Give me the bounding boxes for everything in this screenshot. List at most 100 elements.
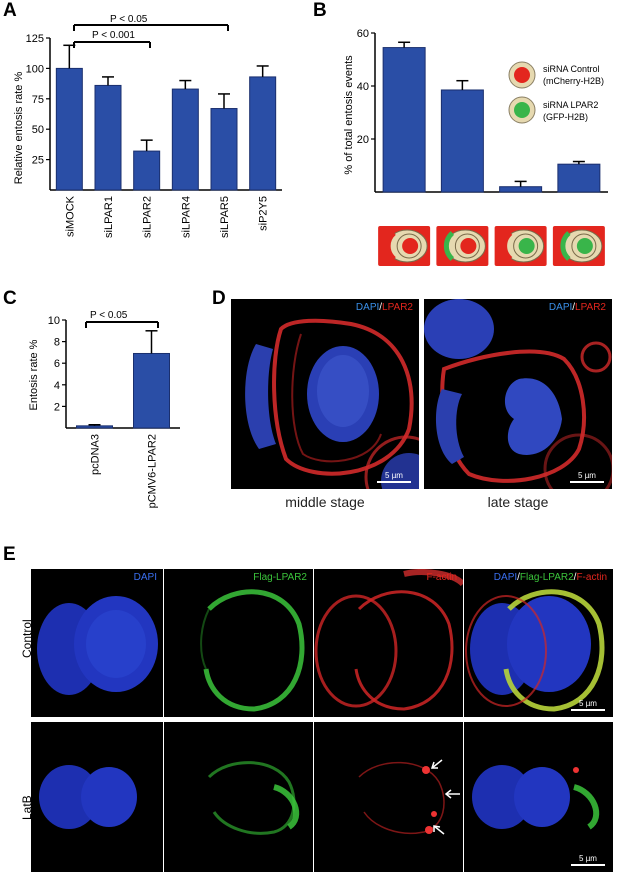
- bar: [171, 88, 199, 191]
- sig-label: P < 0.05: [90, 310, 128, 321]
- micrograph-latb-dapi: [31, 722, 163, 872]
- micrograph-control-flag: Flag-LPAR2: [164, 569, 313, 717]
- cell-icon-inner-nucleus: [518, 238, 535, 254]
- caption-late-stage: late stage: [487, 494, 549, 510]
- micrograph-latb-flag: [164, 722, 313, 872]
- bar: [499, 186, 543, 193]
- cell-drawing: [39, 765, 137, 829]
- micrograph-latb-merge: 5 µm: [464, 722, 613, 872]
- panel-label-e: E: [3, 544, 16, 565]
- y-tick-label: 6: [54, 358, 60, 370]
- x-tick-label: siLPAR2: [142, 196, 154, 238]
- panel-label-d: D: [212, 288, 226, 309]
- scale-bar: 5 µm: [571, 854, 605, 866]
- y-axis-label: Entosis rate %: [28, 339, 40, 410]
- chart-c: P < 0.05 Entosis rate % 2 4 6 8 10 pcDNA3 pCMV…: [28, 310, 180, 508]
- y-tick-label: 8: [54, 337, 60, 349]
- arrow-icon: [433, 825, 445, 835]
- x-tick-label: siMOCK: [64, 195, 76, 237]
- scale-bar-line: [571, 864, 605, 866]
- separator-label: /: [379, 302, 383, 313]
- merge-sep-2: /: [573, 572, 577, 583]
- sig-label-1: P < 0.05: [110, 14, 148, 25]
- cell-icon-inner-nucleus: [576, 238, 593, 254]
- x-tick-label: pcDNA3: [90, 434, 102, 475]
- y-axis-label: Relative entosis rate %: [13, 72, 25, 185]
- channel-label: DAPI/LPAR2: [356, 302, 413, 313]
- sig-label-2: P < 0.001: [92, 30, 135, 41]
- bar: [55, 67, 83, 191]
- cell-icon-inner-nucleus: [402, 238, 419, 254]
- merge-factin-label: F-actin: [576, 572, 607, 583]
- cell-drawing: [37, 596, 158, 695]
- scale-bar-line: [377, 481, 411, 483]
- scale-bar: 5 µm: [571, 699, 605, 711]
- scale-bar-line: [571, 709, 605, 711]
- arrow-icon: [444, 789, 460, 799]
- cell-drawing: [358, 759, 460, 835]
- chart-a: P < 0.05 P < 0.001 Relative entosis rate…: [13, 14, 282, 238]
- y-tick-label: 125: [26, 33, 44, 45]
- category-cell-icons: [378, 226, 605, 266]
- bar: [133, 352, 170, 429]
- y-tick-label: 2: [54, 401, 60, 413]
- x-tick-label: siLPAR1: [103, 196, 115, 238]
- legend-control: siRNA Control (mCherry-H2B): [508, 61, 604, 89]
- channel-label: DAPI/LPAR2: [549, 302, 606, 313]
- cell-drawing: [207, 761, 300, 835]
- y-tick-label: 25: [32, 155, 44, 167]
- merge-sep-1: /: [517, 572, 520, 583]
- scale-bar: 5 µm: [570, 471, 604, 483]
- bar: [133, 150, 161, 191]
- legend-lpar2: siRNA LPAR2 (GFP-H2B): [508, 96, 598, 124]
- bar: [382, 47, 426, 193]
- dapi-label: DAPI: [355, 302, 380, 313]
- bar: [557, 163, 601, 193]
- cell-icon-inner-nucleus: [460, 238, 477, 254]
- x-tick-label: siLPAR4: [180, 196, 192, 238]
- micrograph-control-dapi: DAPI: [31, 569, 163, 717]
- scale-label: 5 µm: [579, 699, 597, 708]
- lpar2-label: LPAR2: [382, 302, 413, 313]
- scale-label: 5 µm: [578, 471, 596, 480]
- y-tick-label: 100: [26, 63, 44, 75]
- x-tick-label: siLPAR5: [219, 196, 231, 238]
- lpar2-label: LPAR2: [575, 302, 606, 313]
- legend-lpar2-label-2: (GFP-H2B): [543, 112, 588, 122]
- merge-flag-label: Flag-LPAR2: [519, 572, 574, 583]
- y-tick-label: 75: [32, 94, 44, 106]
- y-tick-label: 20: [357, 134, 369, 146]
- cell-drawing: [472, 765, 600, 830]
- cell-icon-outer-nucleus: [502, 231, 513, 261]
- cell-drawing: [200, 589, 305, 712]
- separator-label: /: [572, 302, 576, 313]
- channel-label-dapi: DAPI: [133, 572, 157, 583]
- y-tick-label: 4: [54, 380, 60, 392]
- cell-drawing: [314, 569, 463, 711]
- panel-label-a: A: [3, 0, 17, 21]
- bar: [210, 108, 238, 191]
- scale-label: 5 µm: [579, 854, 597, 863]
- scale-label: 5 µm: [385, 471, 403, 480]
- y-tick-label: 50: [32, 124, 44, 136]
- scale-bar-line: [570, 481, 604, 483]
- x-tick-label: pCMV6-LPAR2: [147, 434, 159, 508]
- bar: [440, 89, 484, 193]
- cell-drawing: [465, 589, 605, 712]
- y-tick-label: 40: [357, 81, 369, 93]
- merge-dapi-label: DAPI: [493, 572, 518, 583]
- legend-control-nucleus: [514, 67, 530, 83]
- caption-middle-stage: middle stage: [285, 494, 365, 510]
- panel-label-b: B: [313, 0, 327, 21]
- scale-bar: 5 µm: [377, 471, 411, 483]
- micrograph-control-merge: DAPI/Flag-LPAR2/F-actin 5 µm: [464, 569, 613, 717]
- y-tick-label: 60: [357, 28, 369, 40]
- chart-b: % of total entosis events siRNA Control …: [343, 28, 608, 266]
- cell-icon-outer-nucleus: [560, 231, 571, 261]
- bar: [94, 84, 122, 191]
- legend-lpar2-label-1: siRNA LPAR2: [543, 100, 598, 110]
- x-tick-label: siP2Y5: [258, 196, 270, 231]
- channel-label-merge: DAPI/Flag-LPAR2/F-actin: [494, 572, 607, 583]
- micrograph-late-stage: DAPI/LPAR2 5 µm: [424, 299, 612, 489]
- arrow-icon: [430, 759, 443, 769]
